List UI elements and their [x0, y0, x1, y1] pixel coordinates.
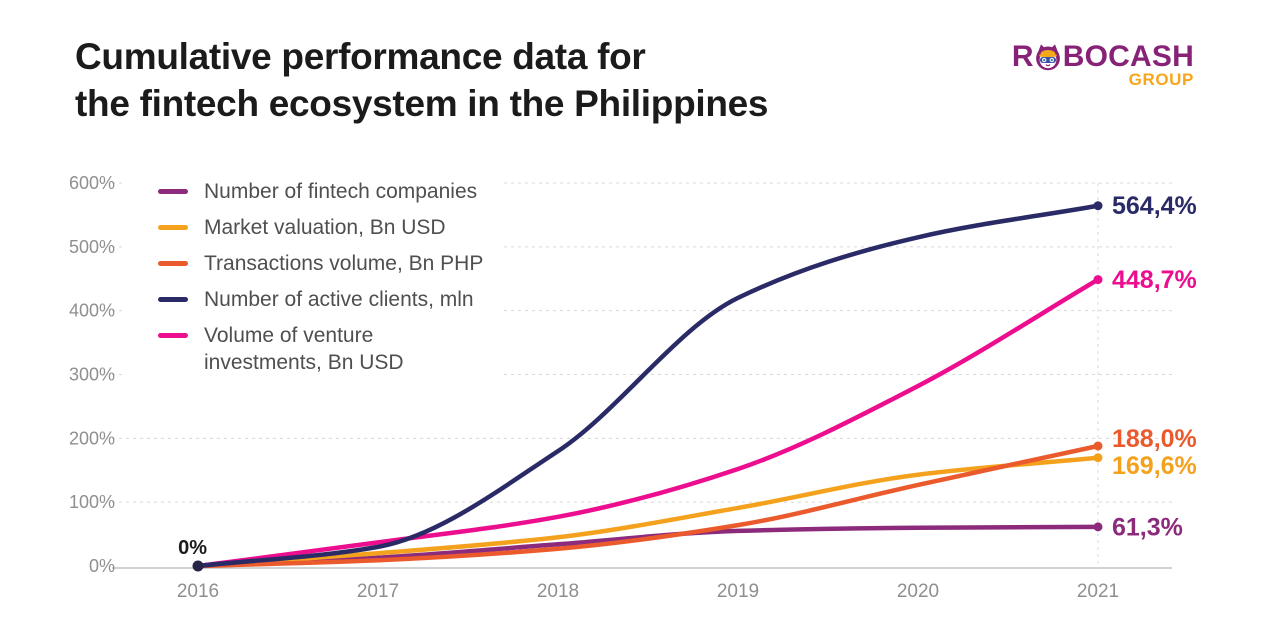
- x-tick-label: 2021: [1077, 581, 1119, 602]
- series-line-market-valuation-bn-usd: [195, 455, 1101, 569]
- legend-item: Transactions volume, Bn PHP: [158, 250, 483, 277]
- series-end-dot-market-valuation-bn-usd: [1093, 453, 1103, 463]
- series-line-volume-of-venture-investments-bn-usd: [195, 277, 1101, 569]
- series-start-dot: [192, 560, 204, 572]
- x-tick-label: 2016: [177, 581, 219, 602]
- legend-label: Market valuation, Bn USD: [204, 216, 446, 239]
- page-title: Cumulative performance data for the fint…: [75, 36, 769, 124]
- legend-swatch: [158, 225, 188, 230]
- x-tick-label: 2019: [717, 581, 759, 602]
- robocash-logo: R BOCASH GROUP: [1006, 42, 1194, 90]
- logo-letters-bocash: BOCASH: [1062, 40, 1194, 73]
- series-end-label-market-valuation-bn-usd: 169,6%: [1112, 452, 1197, 480]
- legend-swatch: [158, 333, 188, 338]
- legend-swatch: [158, 189, 188, 194]
- series-end-label-number-of-active-clients-mln: 564,4%: [1112, 192, 1197, 220]
- legend-label: Transactions volume, Bn PHP: [204, 252, 484, 275]
- start-value-label: 0%: [178, 537, 207, 559]
- chart-legend: Number of fintech companies Market valuat…: [122, 174, 502, 384]
- legend-label: Number of fintech companies: [204, 180, 478, 203]
- logo-group-label: GROUP: [1128, 70, 1194, 89]
- legend-label: Volume of venture investments, Bn USD: [204, 324, 404, 374]
- x-tick-label: 2020: [897, 581, 939, 602]
- legend-item: Number of fintech companies: [158, 178, 483, 205]
- legend-item: Market valuation, Bn USD: [158, 214, 483, 241]
- x-tick-label: 2017: [357, 581, 399, 602]
- series-end-label-volume-of-venture-investments-bn-usd: 448,7%: [1112, 266, 1197, 294]
- x-tick-label: 2018: [537, 581, 579, 602]
- series-line-transactions-volume-bn-php: [195, 443, 1101, 569]
- y-tick-label: 400%: [69, 301, 115, 321]
- logo-wordmark: R BOCASH: [1006, 42, 1194, 72]
- y-tick-label: 200%: [69, 428, 115, 448]
- series-end-dot-number-of-fintech-companies: [1093, 522, 1103, 532]
- legend-swatch: [158, 297, 188, 302]
- series-end-label-transactions-volume-bn-php: 188,0%: [1112, 425, 1197, 453]
- y-tick-label: 500%: [69, 237, 115, 257]
- legend-label: Number of active clients, mln: [204, 288, 474, 311]
- robot-cat-head-icon: [1036, 44, 1061, 71]
- series-end-dot-transactions-volume-bn-php: [1093, 441, 1103, 451]
- logo-letter-r: R: [1011, 40, 1034, 73]
- y-tick-label: 600%: [69, 173, 115, 193]
- series-end-dot-volume-of-venture-investments-bn-usd: [1093, 275, 1103, 285]
- y-tick-label: 300%: [69, 365, 115, 385]
- legend-swatch: [158, 261, 188, 266]
- series-end-dot-number-of-active-clients-mln: [1093, 201, 1103, 211]
- series-end-label-number-of-fintech-companies: 61,3%: [1112, 513, 1183, 541]
- y-tick-label: 0%: [89, 556, 115, 576]
- legend-item: Volume of venture investments, Bn USD: [158, 322, 483, 376]
- y-tick-label: 100%: [69, 492, 115, 512]
- legend-item: Number of active clients, mln: [158, 286, 483, 313]
- series-line-number-of-active-clients-mln: [195, 203, 1101, 569]
